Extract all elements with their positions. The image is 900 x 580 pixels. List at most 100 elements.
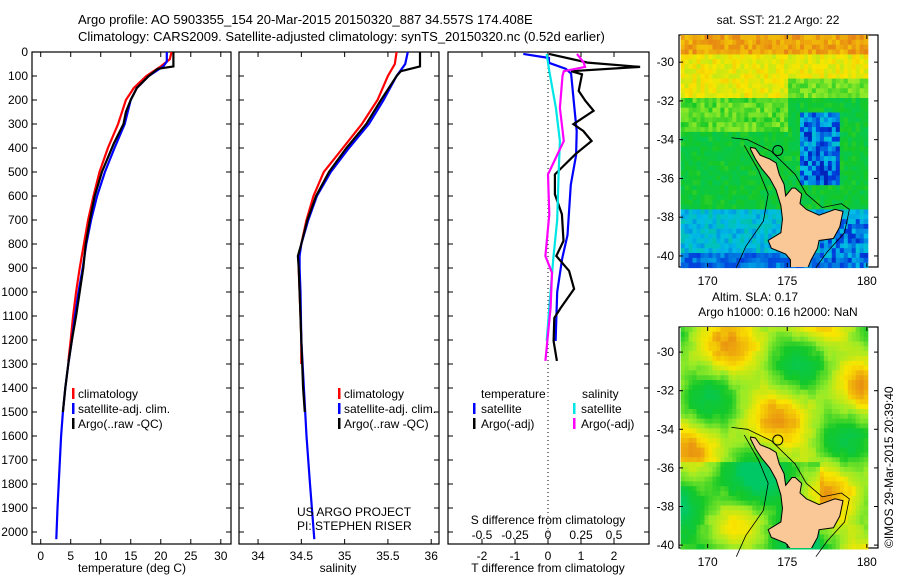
map-cell (704, 35, 710, 41)
map-cell (819, 238, 825, 244)
map-cell (756, 462, 761, 468)
map-cell (724, 83, 729, 89)
map-cell (815, 351, 821, 357)
map-cell (823, 529, 829, 536)
map-cell (704, 394, 710, 400)
map-cell (772, 495, 777, 502)
map-cell (772, 35, 777, 41)
map-cell (835, 380, 841, 386)
map-cell (736, 399, 741, 405)
map-cell (728, 409, 733, 415)
map-cell (843, 384, 849, 391)
map-cell (748, 510, 753, 516)
map-cell (712, 224, 717, 230)
map-cell (684, 214, 690, 220)
map-cell (776, 93, 781, 99)
map-cell (712, 457, 717, 463)
map-cell (764, 107, 769, 114)
map-cell (859, 491, 865, 497)
map-cell (744, 98, 749, 104)
map-cell (827, 88, 833, 94)
map-cell (847, 462, 853, 468)
map-cell (744, 360, 749, 367)
map-cell (724, 370, 729, 376)
map-cell (776, 428, 781, 434)
map-cell (855, 336, 861, 343)
map-cell (796, 447, 801, 453)
map-cell (800, 88, 805, 94)
map-cell (764, 219, 769, 225)
map-cell (784, 59, 789, 65)
map-cell (752, 327, 757, 333)
map-cell (831, 49, 837, 55)
map-cell (756, 399, 761, 405)
map-cell (688, 327, 694, 333)
map-cell (692, 327, 698, 333)
map-cell (736, 486, 741, 492)
map-cell (744, 243, 749, 249)
map-cell (784, 346, 789, 352)
map-cell (819, 466, 825, 473)
map-cell (740, 505, 745, 511)
map-cell (804, 404, 809, 410)
map-cell (748, 491, 753, 497)
map-cell (796, 68, 801, 75)
map-cell (839, 238, 845, 244)
map-cell (823, 476, 829, 482)
map-cell (732, 54, 737, 60)
map-cell (808, 433, 813, 439)
map-cell (704, 476, 710, 482)
map-cell (760, 117, 765, 123)
map-cell (684, 486, 690, 492)
map-cell (768, 73, 773, 80)
map-cell (744, 466, 749, 473)
map-cell (780, 68, 785, 75)
map-cell (847, 457, 853, 463)
map-cell (688, 88, 694, 94)
map-cell (839, 102, 845, 109)
map-cell (696, 131, 702, 138)
map-cell (859, 375, 865, 381)
map-cell (720, 394, 725, 400)
map-cell (728, 98, 733, 104)
map-cell (768, 248, 773, 254)
map-cell (772, 327, 777, 333)
map-cell (716, 233, 721, 240)
map-cell (831, 194, 837, 201)
map-cell (772, 228, 777, 235)
map-cell (835, 194, 841, 201)
map-cell (776, 78, 781, 84)
map-cell (800, 102, 805, 109)
map-cell (712, 341, 717, 347)
map-cell (700, 491, 706, 497)
map-cell (764, 520, 769, 526)
map-cell (839, 83, 845, 89)
map-cell (843, 394, 849, 400)
map-cell (776, 257, 781, 264)
map-cell (696, 39, 702, 46)
map-cell (776, 228, 781, 235)
map-cell (796, 170, 801, 177)
map-cell (780, 409, 785, 415)
map-cell (843, 49, 849, 55)
map-cell (712, 161, 717, 167)
map-cell (748, 136, 753, 143)
map-cell (680, 199, 686, 206)
map-cell (724, 238, 729, 244)
map-cell (688, 156, 694, 162)
map-cell (784, 185, 789, 191)
map-cell (835, 544, 841, 550)
map-cell (768, 209, 773, 215)
map-cell (859, 127, 865, 133)
map-cell (796, 64, 801, 70)
map-cell (696, 88, 702, 94)
map-cell (808, 68, 813, 75)
map-cell (827, 151, 833, 157)
map-cell (819, 370, 825, 376)
map-cell (859, 49, 865, 55)
map-cell (855, 399, 861, 405)
map-cell (756, 238, 761, 244)
map-cell (732, 122, 737, 128)
map-cell (760, 413, 765, 420)
map-cell (804, 165, 809, 172)
